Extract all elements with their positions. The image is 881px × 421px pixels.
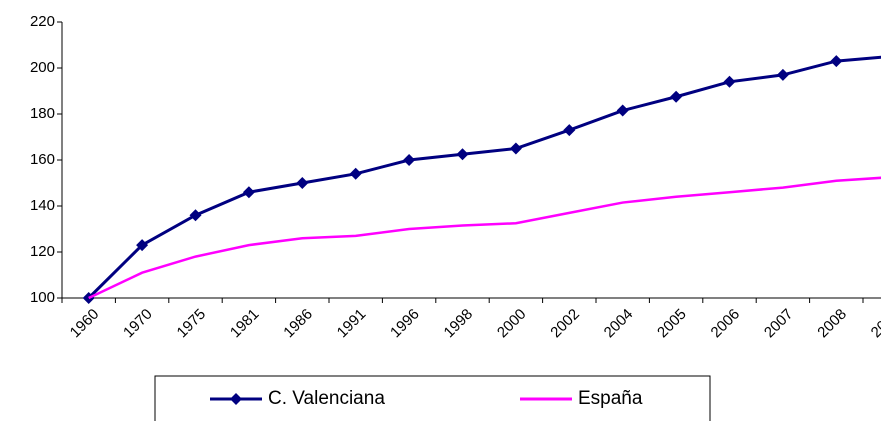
x-tick-label: 2009 — [868, 306, 881, 342]
x-tick-label: 2004 — [601, 306, 637, 342]
marker — [776, 68, 789, 81]
x-tick-label: 2006 — [708, 306, 744, 342]
x-tick-label: 2005 — [654, 306, 690, 342]
x-tick-label: 2000 — [494, 306, 530, 342]
x-tick-label: 1981 — [227, 306, 263, 342]
marker — [189, 209, 202, 222]
marker — [296, 177, 309, 189]
legend-label: C. Valenciana — [268, 388, 385, 409]
y-tick-label: 200 — [30, 59, 55, 76]
y-tick-label: 120 — [30, 243, 55, 260]
x-tick-label: 2002 — [547, 306, 583, 342]
x-tick-label: 2008 — [814, 306, 850, 342]
y-tick-label: 220 — [30, 13, 55, 30]
x-tick-label: 1975 — [174, 306, 210, 342]
marker — [670, 90, 683, 103]
marker — [830, 55, 843, 68]
marker — [403, 154, 416, 166]
x-tick-label: 1960 — [67, 306, 103, 342]
marker — [349, 167, 362, 180]
x-tick-label: 1986 — [280, 306, 316, 342]
series-line — [87, 55, 881, 300]
marker — [723, 75, 736, 88]
series-line — [88, 176, 881, 300]
y-tick-label: 160 — [30, 151, 55, 168]
marker — [616, 104, 629, 117]
marker — [136, 239, 149, 252]
y-tick-label: 100 — [30, 289, 55, 306]
legend-label: España — [578, 388, 643, 409]
y-tick-label: 180 — [30, 105, 55, 122]
marker — [242, 186, 255, 199]
x-tick-label: 1991 — [334, 306, 370, 342]
marker — [563, 124, 576, 137]
x-tick-label: 2007 — [761, 306, 797, 342]
marker — [456, 148, 469, 161]
x-tick-label: 1996 — [387, 306, 423, 342]
legend-marker — [230, 393, 242, 405]
x-tick-label: 1970 — [120, 306, 156, 342]
x-tick-label: 1998 — [441, 306, 477, 342]
marker — [509, 142, 522, 155]
y-tick-label: 140 — [30, 197, 55, 214]
